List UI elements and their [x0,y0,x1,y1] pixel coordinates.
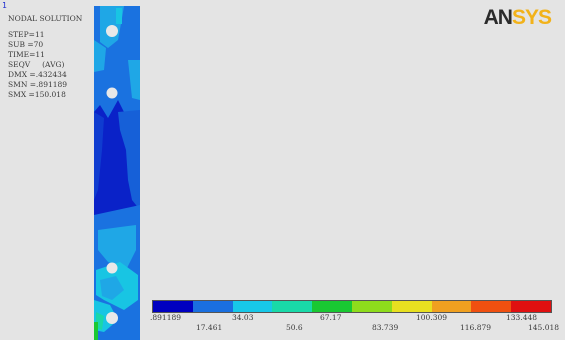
legend-swatch-2 [192,301,233,312]
legend-label-bottom-5: 145.018 [528,323,560,332]
logo-part-sys: SYS [511,6,552,29]
legend-swatch-8 [431,301,472,312]
legend-swatch-6 [351,301,392,312]
legend-label-top-2: 34.03 [232,313,254,322]
info-line-sub: SUB =70 [8,40,44,49]
legend-swatch-4 [272,301,313,312]
ansys-logo: ANSYS [483,6,552,30]
contour-legend-bar [152,300,552,313]
solution-title: NODAL SOLUTION [8,14,83,23]
legend-swatch-7 [391,301,432,312]
legend-label-bottom-4: 116.879 [460,323,492,332]
legend-label-top-4: 100.309 [416,313,448,322]
info-line-step: STEP=11 [8,30,45,39]
solution-info-panel: NODAL SOLUTION STEP=11 SUB =70 TIME=11 S… [8,14,82,100]
info-line-dmx: DMX =.432434 [8,70,67,79]
legend-swatch-10 [511,301,551,312]
legend-swatch-5 [312,301,352,312]
info-line-time: TIME=11 [8,50,45,59]
legend-swatch-1 [153,301,193,312]
legend-label-bottom-2: 50.6 [286,323,303,332]
legend-swatch-9 [471,301,512,312]
window-number: 1 [2,1,7,10]
info-line-smn: SMN =.891189 [8,80,68,89]
info-line-smx: SMX =150.018 [8,90,66,99]
legend-label-top-5: 133.448 [506,313,538,322]
legend-label-bottom-1: 17.461 [196,323,223,332]
legend-swatch-3 [232,301,273,312]
legend-label-top-1: .891189 [150,313,182,322]
legend-label-top-3: 67.17 [320,313,342,322]
info-line-seqv: SEQV (AVG) [8,60,65,69]
logo-part-an: AN [483,6,513,29]
legend-label-bottom-3: 83.739 [372,323,399,332]
